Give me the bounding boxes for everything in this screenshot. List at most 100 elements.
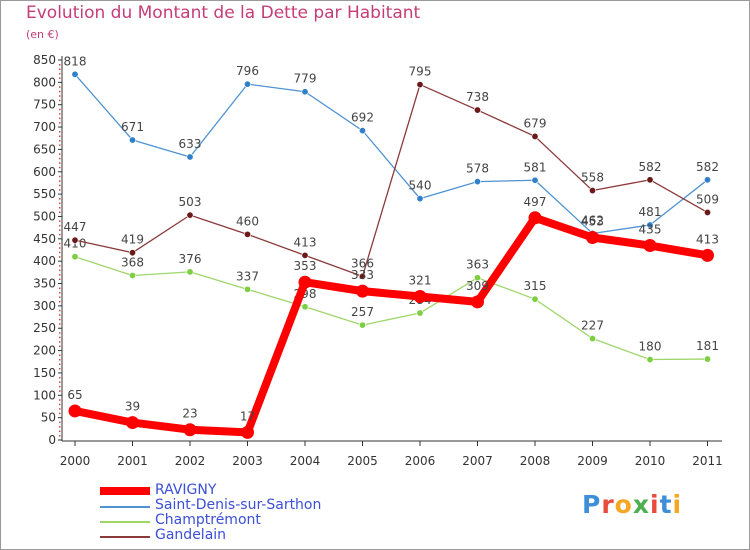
y-minor-tick <box>59 184 61 187</box>
data-label-ravigny: 453 <box>581 214 604 228</box>
data-point-saint-denis-sur-sarthon <box>301 88 309 96</box>
y-tick-label: 400 <box>33 254 56 268</box>
y-minor-tick <box>59 175 61 178</box>
data-point-ravigny <box>643 239 657 253</box>
y-minor-tick <box>59 385 61 388</box>
y-minor-tick <box>59 113 61 115</box>
data-point-saint-denis-sur-sarthon <box>244 80 252 88</box>
x-tick-label: 2003 <box>232 454 263 468</box>
data-point-ravigny <box>586 230 599 244</box>
y-minor-tick <box>59 278 61 281</box>
data-label-ravigny: 321 <box>409 273 432 287</box>
x-tick-label: 2001 <box>117 454 148 468</box>
series-line-saint-denis-sur-sarthon <box>74 73 709 235</box>
data-point-champtremont <box>588 335 596 343</box>
data-point-champtremont <box>186 268 194 276</box>
data-label-saint-denis-sur-sarthon: 578 <box>466 162 489 176</box>
data-point-champtremont <box>301 303 309 311</box>
data-label-ravigny: 497 <box>524 195 547 209</box>
data-label-saint-denis-sur-sarthon: 779 <box>294 72 317 86</box>
y-tick-label: 600 <box>33 165 56 179</box>
data-point-ravigny <box>68 404 82 418</box>
data-point-ravigny <box>126 416 139 430</box>
y-minor-tick <box>59 359 61 361</box>
y-tick-label: 150 <box>33 366 56 380</box>
y-minor-tick <box>59 363 61 365</box>
y-tick-label: 750 <box>33 98 56 112</box>
data-label-saint-denis-sur-sarthon: 540 <box>409 179 432 193</box>
y-minor-tick <box>59 180 61 182</box>
y-minor-tick <box>59 256 61 258</box>
x-tick-label: 2005 <box>347 454 378 468</box>
data-label-saint-denis-sur-sarthon: 633 <box>179 137 202 151</box>
data-label-saint-denis-sur-sarthon: 818 <box>64 54 87 68</box>
data-point-ravigny <box>701 248 714 262</box>
data-point-champtremont <box>416 309 424 317</box>
y-minor-tick <box>59 367 61 370</box>
y-tick-label: 50 <box>41 411 56 425</box>
y-minor-tick <box>59 408 61 410</box>
y-minor-tick <box>59 296 61 298</box>
data-point-gandelain <box>186 211 194 219</box>
data-point-ravigny <box>241 425 254 439</box>
y-minor-tick <box>59 157 61 160</box>
data-label-gandelain: 447 <box>64 220 87 234</box>
y-minor-tick <box>59 153 61 155</box>
y-minor-tick <box>59 99 61 102</box>
data-label-ravigny: 435 <box>639 223 662 237</box>
data-label-saint-denis-sur-sarthon: 671 <box>121 120 144 134</box>
data-label-champtremont: 363 <box>466 258 489 272</box>
data-point-gandelain <box>71 236 79 244</box>
data-point-ravigny <box>298 275 312 289</box>
data-label-gandelain: 413 <box>294 235 317 249</box>
data-label-gandelain: 366 <box>351 256 374 270</box>
chart-title: Evolution du Montant de la Dette par Hab… <box>26 3 421 23</box>
y-minor-tick <box>59 435 61 437</box>
y-minor-tick <box>59 247 61 249</box>
y-minor-tick <box>59 139 61 142</box>
data-point-champtremont <box>244 285 252 293</box>
proxiti-logo: Proxiti <box>582 490 683 519</box>
legend-swatch-saint-denis <box>100 506 150 508</box>
y-minor-tick <box>59 376 61 379</box>
y-minor-tick <box>59 412 61 415</box>
y-minor-tick <box>59 421 61 424</box>
series-line-champtremont <box>74 256 709 361</box>
y-minor-tick <box>59 220 61 222</box>
data-point-ravigny <box>528 211 542 225</box>
data-label-champtremont: 257 <box>351 305 374 319</box>
data-label-ravigny: 39 <box>125 400 140 414</box>
data-point-saint-denis-sur-sarthon <box>71 70 79 78</box>
y-minor-tick <box>59 207 61 209</box>
data-point-champtremont <box>531 295 539 303</box>
y-tick-label: 500 <box>33 209 56 223</box>
y-minor-tick <box>59 426 61 428</box>
y-tick-label: 100 <box>33 388 56 402</box>
y-minor-tick <box>59 166 61 169</box>
y-minor-tick <box>59 287 61 289</box>
y-tick-label: 700 <box>33 120 56 134</box>
legend-label-champtremont: Champtrémont <box>155 512 261 528</box>
data-point-gandelain <box>358 272 366 280</box>
y-minor-tick <box>59 162 61 164</box>
y-minor-tick <box>59 122 61 124</box>
y-tick-label: 300 <box>33 299 56 313</box>
y-minor-tick <box>59 399 61 401</box>
series-line-ravigny <box>71 213 712 437</box>
data-label-saint-denis-sur-sarthon: 481 <box>639 205 662 219</box>
y-minor-tick <box>59 72 61 75</box>
y-minor-tick <box>59 108 61 111</box>
data-label-gandelain: 738 <box>466 90 489 104</box>
y-minor-tick <box>59 63 61 66</box>
data-label-champtremont: 410 <box>64 237 87 251</box>
x-tick-label: 2007 <box>462 454 493 468</box>
data-point-saint-denis-sur-sarthon <box>703 176 711 184</box>
y-minor-tick <box>59 135 61 137</box>
data-point-champtremont <box>703 355 711 363</box>
y-minor-tick <box>59 314 61 316</box>
x-tick-label: 2004 <box>290 454 321 468</box>
y-minor-tick <box>59 189 61 191</box>
y-minor-tick <box>59 95 61 97</box>
y-minor-tick <box>59 381 61 383</box>
